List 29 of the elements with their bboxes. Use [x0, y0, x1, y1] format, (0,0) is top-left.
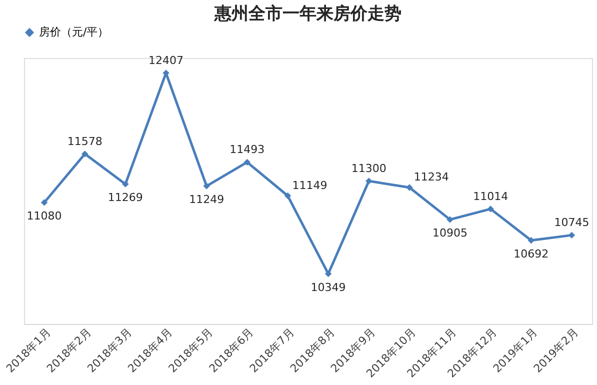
data-label: 11300 [351, 162, 386, 176]
data-label: 10905 [432, 226, 468, 240]
point [284, 192, 292, 200]
point [406, 184, 413, 191]
data-label: 10745 [554, 216, 590, 230]
data-label: 12407 [148, 54, 184, 68]
point [122, 180, 129, 188]
point [568, 232, 576, 239]
data-label: 11269 [108, 191, 143, 204]
data-label: 11234 [414, 170, 449, 184]
data-label: 10349 [310, 280, 346, 294]
data-label: 11149 [292, 178, 328, 192]
data-label: 11578 [67, 134, 102, 148]
chart-title: 惠州全市一年来房价走势 [214, 4, 402, 24]
point [446, 216, 454, 223]
point [82, 150, 88, 158]
data-label: 11493 [230, 143, 265, 156]
data-label: 11014 [473, 190, 508, 203]
legend-label: 房价（元/平） [39, 26, 109, 38]
data-label: 11249 [189, 193, 224, 206]
point [366, 178, 372, 184]
point [528, 237, 534, 244]
point [244, 158, 250, 166]
data-label: 11080 [26, 210, 62, 223]
point [40, 199, 48, 206]
point [324, 270, 332, 278]
point [487, 206, 494, 212]
data-label: 10692 [514, 247, 549, 260]
point [203, 182, 210, 190]
